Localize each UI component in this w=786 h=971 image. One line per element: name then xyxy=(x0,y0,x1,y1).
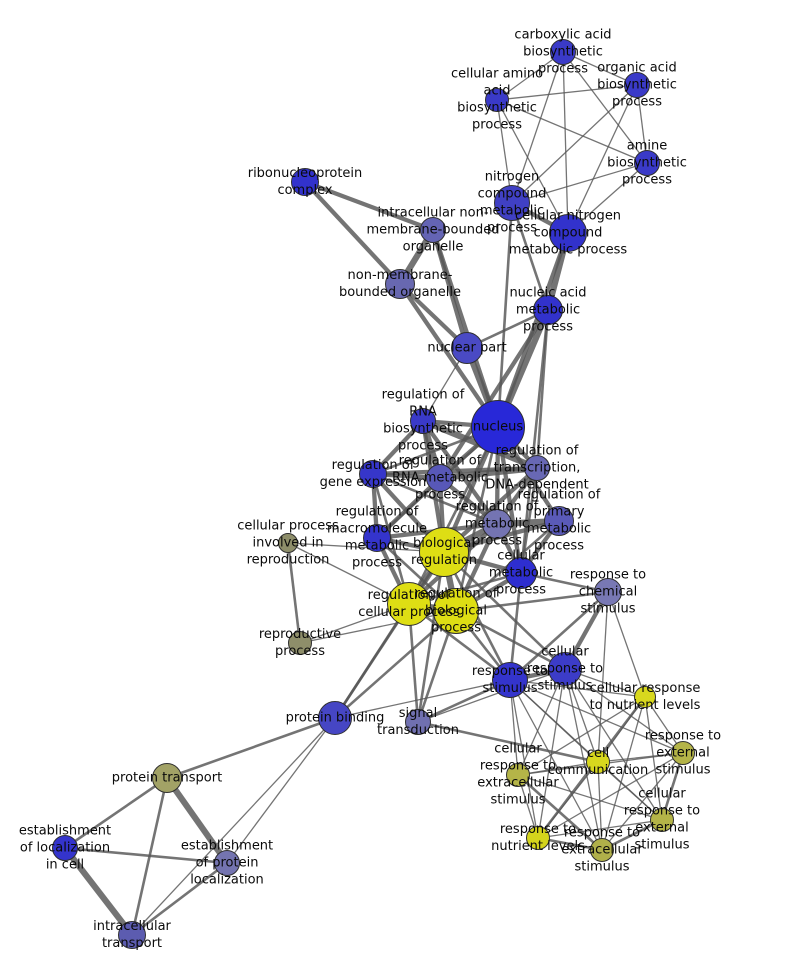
edge-celrespext-respnut xyxy=(537,819,663,839)
edge-respstim-respext xyxy=(509,679,684,754)
node-reprod[interactable] xyxy=(288,631,312,655)
edge-protbind-estprotloc xyxy=(226,717,336,864)
edge-celrespnut-celrespextra xyxy=(517,696,646,776)
node-respstim[interactable] xyxy=(492,662,528,698)
node-celrespextra[interactable] xyxy=(506,763,530,787)
node-celrespstim[interactable] xyxy=(548,652,582,686)
edge-reprod-regbioproc xyxy=(299,610,457,644)
node-celnitrogen[interactable] xyxy=(549,214,587,252)
edge-cellcomm-respnut xyxy=(537,761,599,839)
node-nucleic[interactable] xyxy=(533,295,563,325)
node-amine[interactable] xyxy=(634,150,660,176)
node-protbind[interactable] xyxy=(318,701,352,735)
edge-organic-nitrogen xyxy=(511,84,638,204)
edge-amino-organic xyxy=(496,84,638,101)
edge-carboxylic-amine xyxy=(562,51,648,164)
node-sigtrans[interactable] xyxy=(405,709,431,735)
edge-protbind-respstim xyxy=(334,679,511,719)
node-regmacro[interactable] xyxy=(363,524,391,552)
edge-nucleus-regbioproc xyxy=(454,426,500,612)
edge-protbind-intratrans xyxy=(131,717,336,936)
edge-respstim-respchem xyxy=(509,591,609,681)
node-cellcomm[interactable] xyxy=(586,750,610,774)
node-celrespnut[interactable] xyxy=(634,686,656,708)
node-respchem[interactable] xyxy=(594,578,622,606)
node-cellprocrep[interactable] xyxy=(278,533,298,553)
edge-nmb-nucleus xyxy=(398,282,500,429)
node-prottrans[interactable] xyxy=(152,763,182,793)
node-respext[interactable] xyxy=(671,741,695,765)
node-celrespext[interactable] xyxy=(650,808,674,832)
edge-respstim-respnut xyxy=(509,679,539,839)
edge-celrespstim-respnut xyxy=(537,668,566,839)
node-regprimary[interactable] xyxy=(544,506,574,536)
edge-sigtrans-cellcomm xyxy=(417,720,599,764)
edge-amino-celnitrogen xyxy=(496,99,569,234)
edge-nitrogen-nucleic xyxy=(510,202,550,311)
node-estloccell[interactable] xyxy=(52,835,78,861)
edge-respchem-celrespnut xyxy=(607,591,646,698)
node-carboxylic[interactable] xyxy=(550,39,576,65)
edge-celrespnut-respextra xyxy=(601,696,646,851)
node-regbioproc[interactable] xyxy=(433,588,479,634)
edge-carboxylic-celnitrogen xyxy=(562,51,569,234)
edge-nitrogen-nucleus xyxy=(496,202,514,428)
edge-celrespextra-celrespext xyxy=(517,774,663,821)
edge-protbind-bioreg xyxy=(333,551,446,719)
edge-sigtrans-bioreg xyxy=(416,551,446,723)
node-rnamet[interactable] xyxy=(426,464,454,492)
edge-prottrans-estloccell xyxy=(64,776,168,850)
edge-transcription-geneexp xyxy=(372,465,538,477)
node-nuclearpart[interactable] xyxy=(451,332,483,364)
node-respnut[interactable] xyxy=(526,826,550,850)
edge-estloccell-intratrans xyxy=(62,846,135,937)
node-ribo[interactable] xyxy=(291,168,319,196)
edge-celrespstim-celrespext xyxy=(564,668,663,821)
edge-respext-respnut xyxy=(537,752,684,839)
edge-celrespstim-celrespextra xyxy=(517,668,566,776)
node-transcription[interactable] xyxy=(524,455,550,481)
node-amino[interactable] xyxy=(485,88,509,112)
node-estprotloc[interactable] xyxy=(214,850,240,876)
edge-cellcomm-celrespext xyxy=(597,761,663,821)
edge-geneexp-regmet xyxy=(372,472,498,526)
edge-respchem-cellcomm xyxy=(597,591,609,763)
edge-celrespstim-respext xyxy=(564,668,684,754)
edge-estloccell-estprotloc xyxy=(64,846,228,865)
edge-ribo-nmb xyxy=(303,180,402,286)
edge-sigtrans-celrespstim xyxy=(417,668,566,723)
edge-cellcomm-respextra xyxy=(597,761,603,851)
edge-nucleus-regcellproc xyxy=(407,426,500,605)
node-intranmb[interactable] xyxy=(420,217,446,243)
edge-regbioproc-respchem xyxy=(455,590,609,613)
node-regcellproc[interactable] xyxy=(387,582,431,626)
edge-nucleic-rnamet xyxy=(438,308,550,480)
edge-respstim-respextra xyxy=(509,679,603,851)
edge-carboxylic-nitrogen xyxy=(511,51,564,204)
edge-amine-nitrogen xyxy=(511,162,648,204)
edge-estprotloc-intratrans xyxy=(131,861,228,937)
node-celmet[interactable] xyxy=(505,557,537,589)
node-nmb[interactable] xyxy=(385,269,415,299)
node-rnabio[interactable] xyxy=(410,408,436,434)
node-respextra[interactable] xyxy=(590,838,614,862)
node-intratrans[interactable] xyxy=(118,921,146,949)
edge-celrespnut-celrespext xyxy=(644,696,663,821)
edge-celrespextra-respextra xyxy=(517,774,603,851)
edge-organic-celnitrogen xyxy=(567,84,638,234)
edge-protbind-regbioproc xyxy=(334,610,457,719)
edge-cellprocrep-reprod xyxy=(286,542,302,644)
node-nitrogen[interactable] xyxy=(494,185,530,221)
edge-ribo-intranmb xyxy=(304,179,434,233)
edge-prottrans-estprotloc xyxy=(164,776,230,865)
node-organic[interactable] xyxy=(624,72,650,98)
node-regmet[interactable] xyxy=(482,509,512,539)
edge-amino-amine xyxy=(496,99,648,164)
node-bioreg[interactable] xyxy=(419,527,469,577)
node-geneexp[interactable] xyxy=(359,460,387,488)
edge-cellcomm-celrespextra xyxy=(517,761,599,776)
node-nucleus[interactable] xyxy=(471,400,525,454)
edge-protbind-prottrans xyxy=(166,716,336,780)
